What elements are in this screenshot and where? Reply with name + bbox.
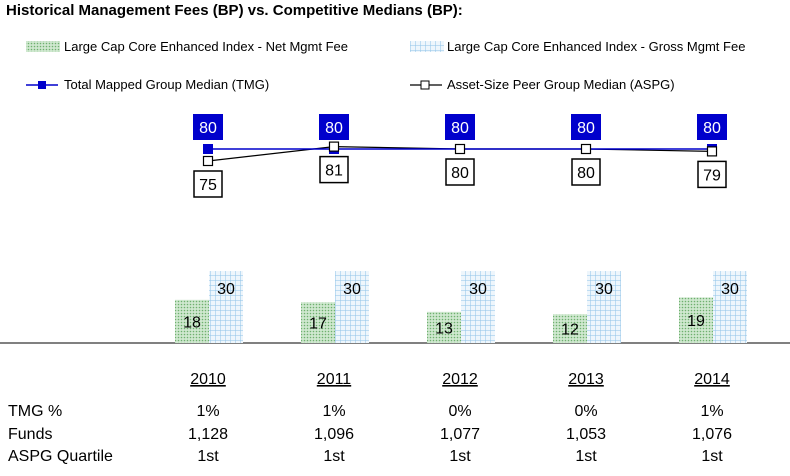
legend-marker-aspg xyxy=(420,80,430,90)
bar-net-2012 xyxy=(427,311,461,343)
legend-label-net: Large Cap Core Enhanced Index - Net Mgmt… xyxy=(64,39,348,54)
legend-label-tmg: Total Mapped Group Median (TMG) xyxy=(64,77,269,92)
data-label-tmg: 80 xyxy=(325,120,343,137)
table-cell: 1,076 xyxy=(692,426,732,443)
data-label-net: 19 xyxy=(687,313,705,330)
data-label-box-aspg xyxy=(319,155,349,184)
table-cell: 1st xyxy=(323,448,345,465)
data-label-box-tmg xyxy=(697,114,727,140)
category-label-2011: 2011 xyxy=(317,371,352,388)
data-label-box-tmg xyxy=(445,114,475,140)
bar-net-2014 xyxy=(679,297,713,343)
bar-net-2013 xyxy=(553,314,587,343)
bar-gross-2010 xyxy=(209,271,243,343)
data-label-gross: 30 xyxy=(721,281,739,298)
data-label-aspg: 80 xyxy=(451,165,469,182)
data-label-gross: 30 xyxy=(343,281,361,298)
point-aspg-2013 xyxy=(580,143,592,155)
category-label-2012: 2012 xyxy=(442,371,478,388)
legend-marker-tmg xyxy=(38,81,46,89)
data-label-box-tmg xyxy=(319,114,349,140)
category-label-2014: 2014 xyxy=(694,371,730,388)
data-label-aspg: 75 xyxy=(199,177,217,194)
legend-swatch-gross xyxy=(410,41,444,52)
table-cell: 0% xyxy=(448,403,471,420)
category-label-2010: 2010 xyxy=(190,371,226,388)
data-label-box-aspg xyxy=(193,170,223,198)
data-label-box-aspg xyxy=(571,158,601,186)
bar-net-2011 xyxy=(301,302,335,343)
data-label-net: 12 xyxy=(561,322,579,339)
data-label-gross: 30 xyxy=(469,281,487,298)
table-cell: 0% xyxy=(574,403,597,420)
point-tmg-2010 xyxy=(203,144,213,154)
bar-gross-2013 xyxy=(587,271,621,343)
table-cell: 1% xyxy=(700,403,723,420)
bar-gross-2014 xyxy=(713,271,747,343)
table-cell: 1st xyxy=(197,448,219,465)
data-label-gross: 30 xyxy=(217,281,235,298)
bar-net-2010 xyxy=(175,299,209,343)
bar-gross-2011 xyxy=(335,271,369,343)
data-label-aspg: 81 xyxy=(325,163,343,180)
data-label-box-tmg xyxy=(193,114,223,140)
bar-gross-2012 xyxy=(461,271,495,343)
data-label-net: 17 xyxy=(309,316,327,333)
category-label-2013: 2013 xyxy=(568,371,604,388)
data-label-gross: 30 xyxy=(595,281,613,298)
data-label-aspg: 79 xyxy=(703,167,721,184)
table-cell: 1,096 xyxy=(314,426,354,443)
point-aspg-2014 xyxy=(706,146,718,157)
point-aspg-2010 xyxy=(202,155,214,167)
data-label-box-tmg xyxy=(571,114,601,140)
legend-label-aspg: Asset-Size Peer Group Median (ASPG) xyxy=(447,77,675,92)
data-label-box-aspg xyxy=(697,160,727,189)
data-label-net: 13 xyxy=(435,320,453,337)
table-cell: 1st xyxy=(701,448,723,465)
data-label-tmg: 80 xyxy=(199,120,217,137)
table-cell: 1,128 xyxy=(188,426,228,443)
point-aspg-2011 xyxy=(328,141,340,152)
data-label-box-aspg xyxy=(445,158,475,186)
table-row-label: TMG % xyxy=(8,403,62,420)
data-label-tmg: 80 xyxy=(577,120,595,137)
table-cell: 1,077 xyxy=(440,426,480,443)
data-label-net: 18 xyxy=(183,314,201,331)
table-row-label: ASPG Quartile xyxy=(8,448,113,465)
point-aspg-2012 xyxy=(454,143,466,155)
table-cell: 1st xyxy=(575,448,597,465)
legend-swatch-net xyxy=(26,41,60,52)
data-label-tmg: 80 xyxy=(703,120,721,137)
table-cell: 1% xyxy=(322,403,345,420)
data-label-tmg: 80 xyxy=(451,120,469,137)
data-label-aspg: 80 xyxy=(577,165,595,182)
legend-label-gross: Large Cap Core Enhanced Index - Gross Mg… xyxy=(447,39,745,54)
chart-title: Historical Management Fees (BP) vs. Comp… xyxy=(6,2,463,19)
table-cell: 1,053 xyxy=(566,426,606,443)
table-cell: 1% xyxy=(196,403,219,420)
table-row-label: Funds xyxy=(8,426,52,443)
table-cell: 1st xyxy=(449,448,471,465)
